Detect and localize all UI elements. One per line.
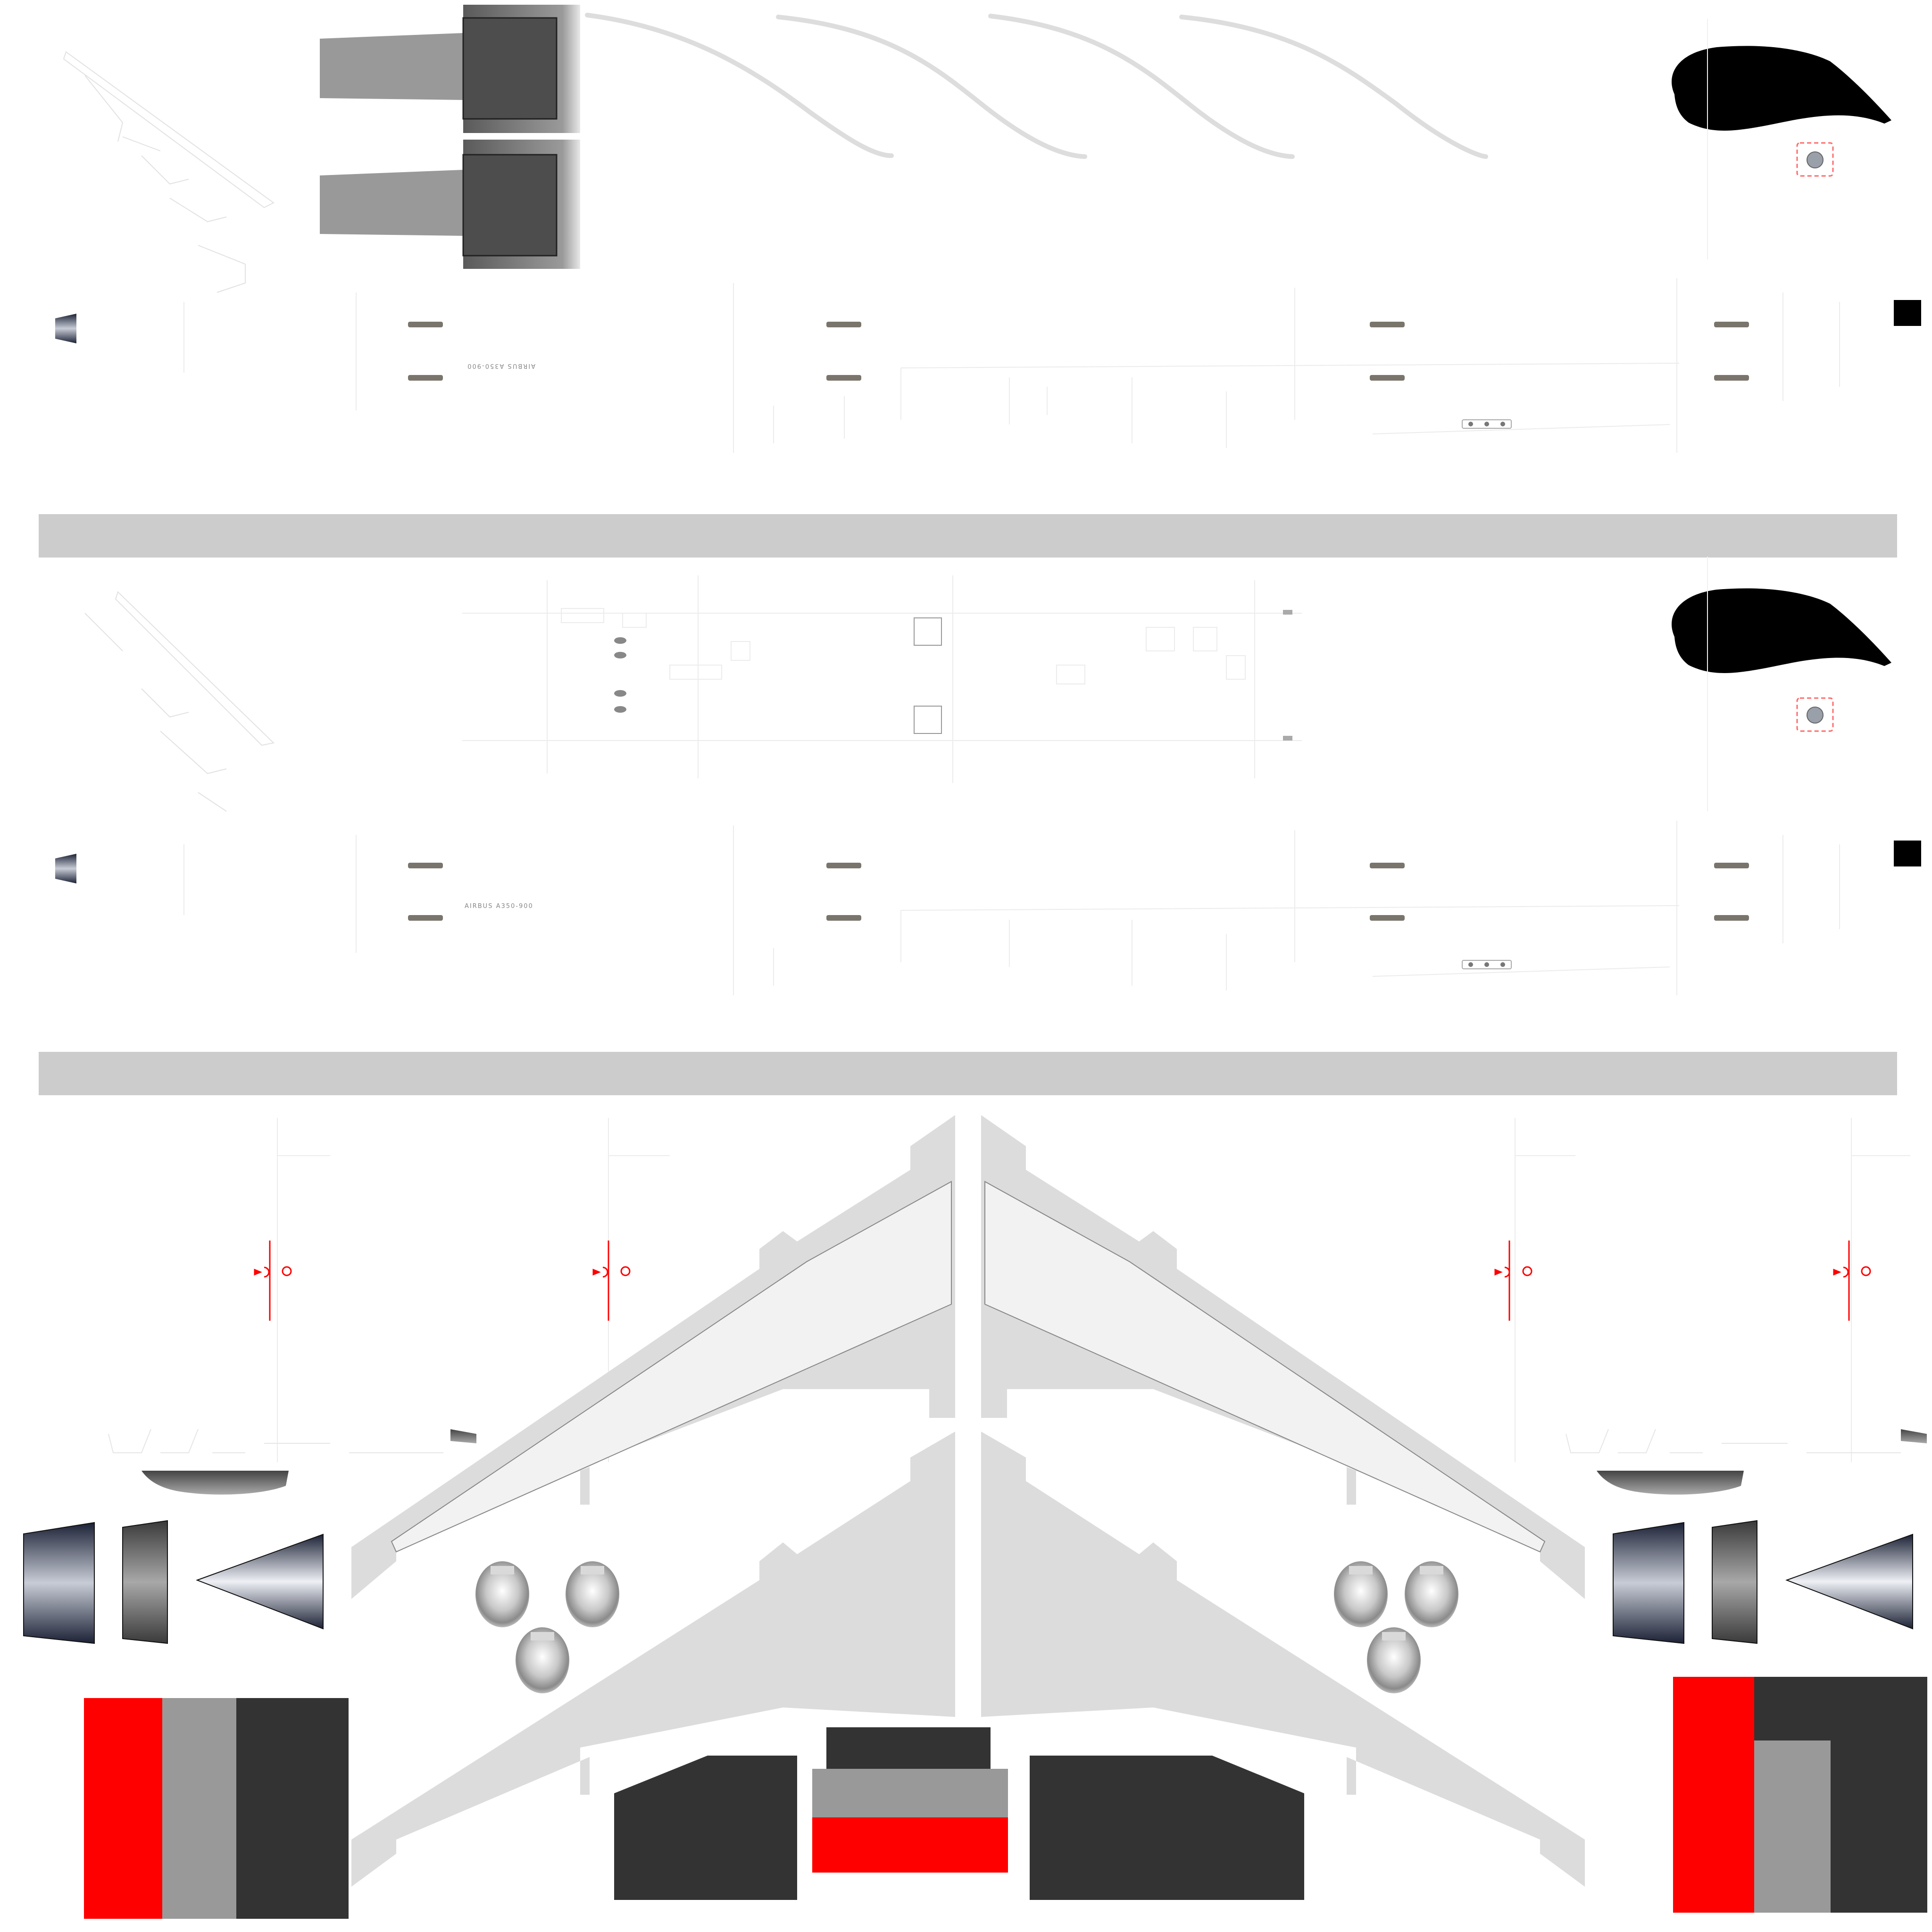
separator-bar-1 — [39, 514, 1897, 558]
landing-light — [1405, 1561, 1458, 1627]
cockpit-window-mid — [1672, 588, 1891, 673]
tail-cone-lower — [55, 854, 76, 883]
belly-squares — [914, 617, 942, 734]
wing-upper-left — [351, 1115, 955, 1599]
center-livery-block — [812, 1727, 1008, 1873]
tail-fairing-left — [450, 1429, 476, 1443]
wing-upper-right — [981, 1115, 1585, 1599]
stabilizer-outline-top — [63, 51, 275, 293]
wing-lower-right — [981, 1432, 1585, 1887]
registration-lower: AIRBUS A350-900 — [465, 903, 533, 910]
anti-collision-markers — [254, 1241, 1871, 1321]
landing-light — [1367, 1627, 1421, 1693]
nose-cap-lower — [1894, 841, 1921, 866]
landing-lights-right — [1334, 1561, 1458, 1693]
landing-light — [1334, 1561, 1388, 1627]
registration-upper: AIRBUS A350-900 — [466, 362, 535, 369]
belly-small-marks — [1283, 610, 1292, 741]
belly-vent-dots — [614, 637, 626, 713]
cockpit-window-top — [1672, 46, 1891, 131]
fuselage-lower: AIRBUS A350-900 — [55, 821, 1921, 995]
engine-nacelle-right — [1613, 1520, 1913, 1644]
engine-upper-assembly — [320, 5, 580, 269]
exhaust-cone-left — [196, 1533, 324, 1630]
separator-bar-2 — [39, 1052, 1897, 1095]
gear-door-pad-left — [142, 1471, 289, 1495]
livery-tail-block-right — [1673, 1677, 1927, 1913]
livery-tail-block-left — [84, 1698, 349, 1919]
stabilizer-outline-mid — [84, 591, 275, 812]
probe-badge-mid — [1796, 697, 1834, 732]
pylon-curves — [585, 13, 1488, 159]
vent-panel-lower — [1462, 960, 1512, 969]
cargo-door-left — [614, 1756, 797, 1900]
gear-door-pad-right — [1597, 1471, 1744, 1495]
top-band — [63, 5, 1891, 293]
cargo-door-right — [1030, 1756, 1304, 1900]
exhaust-cone-right — [1785, 1533, 1913, 1630]
wing-lower-left — [351, 1432, 955, 1887]
bottom-band — [23, 1115, 1927, 1919]
probe-badge-top — [1796, 142, 1834, 177]
nose-cap-upper — [1894, 300, 1921, 326]
tail-fairing-right — [1901, 1429, 1927, 1443]
door-marks-upper — [408, 322, 1749, 381]
landing-lights-left — [475, 1561, 619, 1693]
landing-light — [516, 1627, 569, 1693]
landing-light — [475, 1561, 529, 1627]
belly-panel-lines — [462, 575, 1302, 783]
vent-panel-upper — [1462, 419, 1512, 429]
middle-band — [84, 557, 1891, 812]
tail-cone-upper — [55, 314, 76, 343]
landing-light — [566, 1561, 619, 1627]
door-marks-lower — [408, 863, 1749, 921]
panel-lines-lower — [183, 821, 1840, 995]
fuselage-upper: AIRBUS A350-900 — [55, 278, 1921, 453]
engine-nacelle-left — [23, 1520, 324, 1644]
panel-lines-upper — [183, 278, 1840, 453]
gear-strut-lines — [108, 1429, 1901, 1453]
